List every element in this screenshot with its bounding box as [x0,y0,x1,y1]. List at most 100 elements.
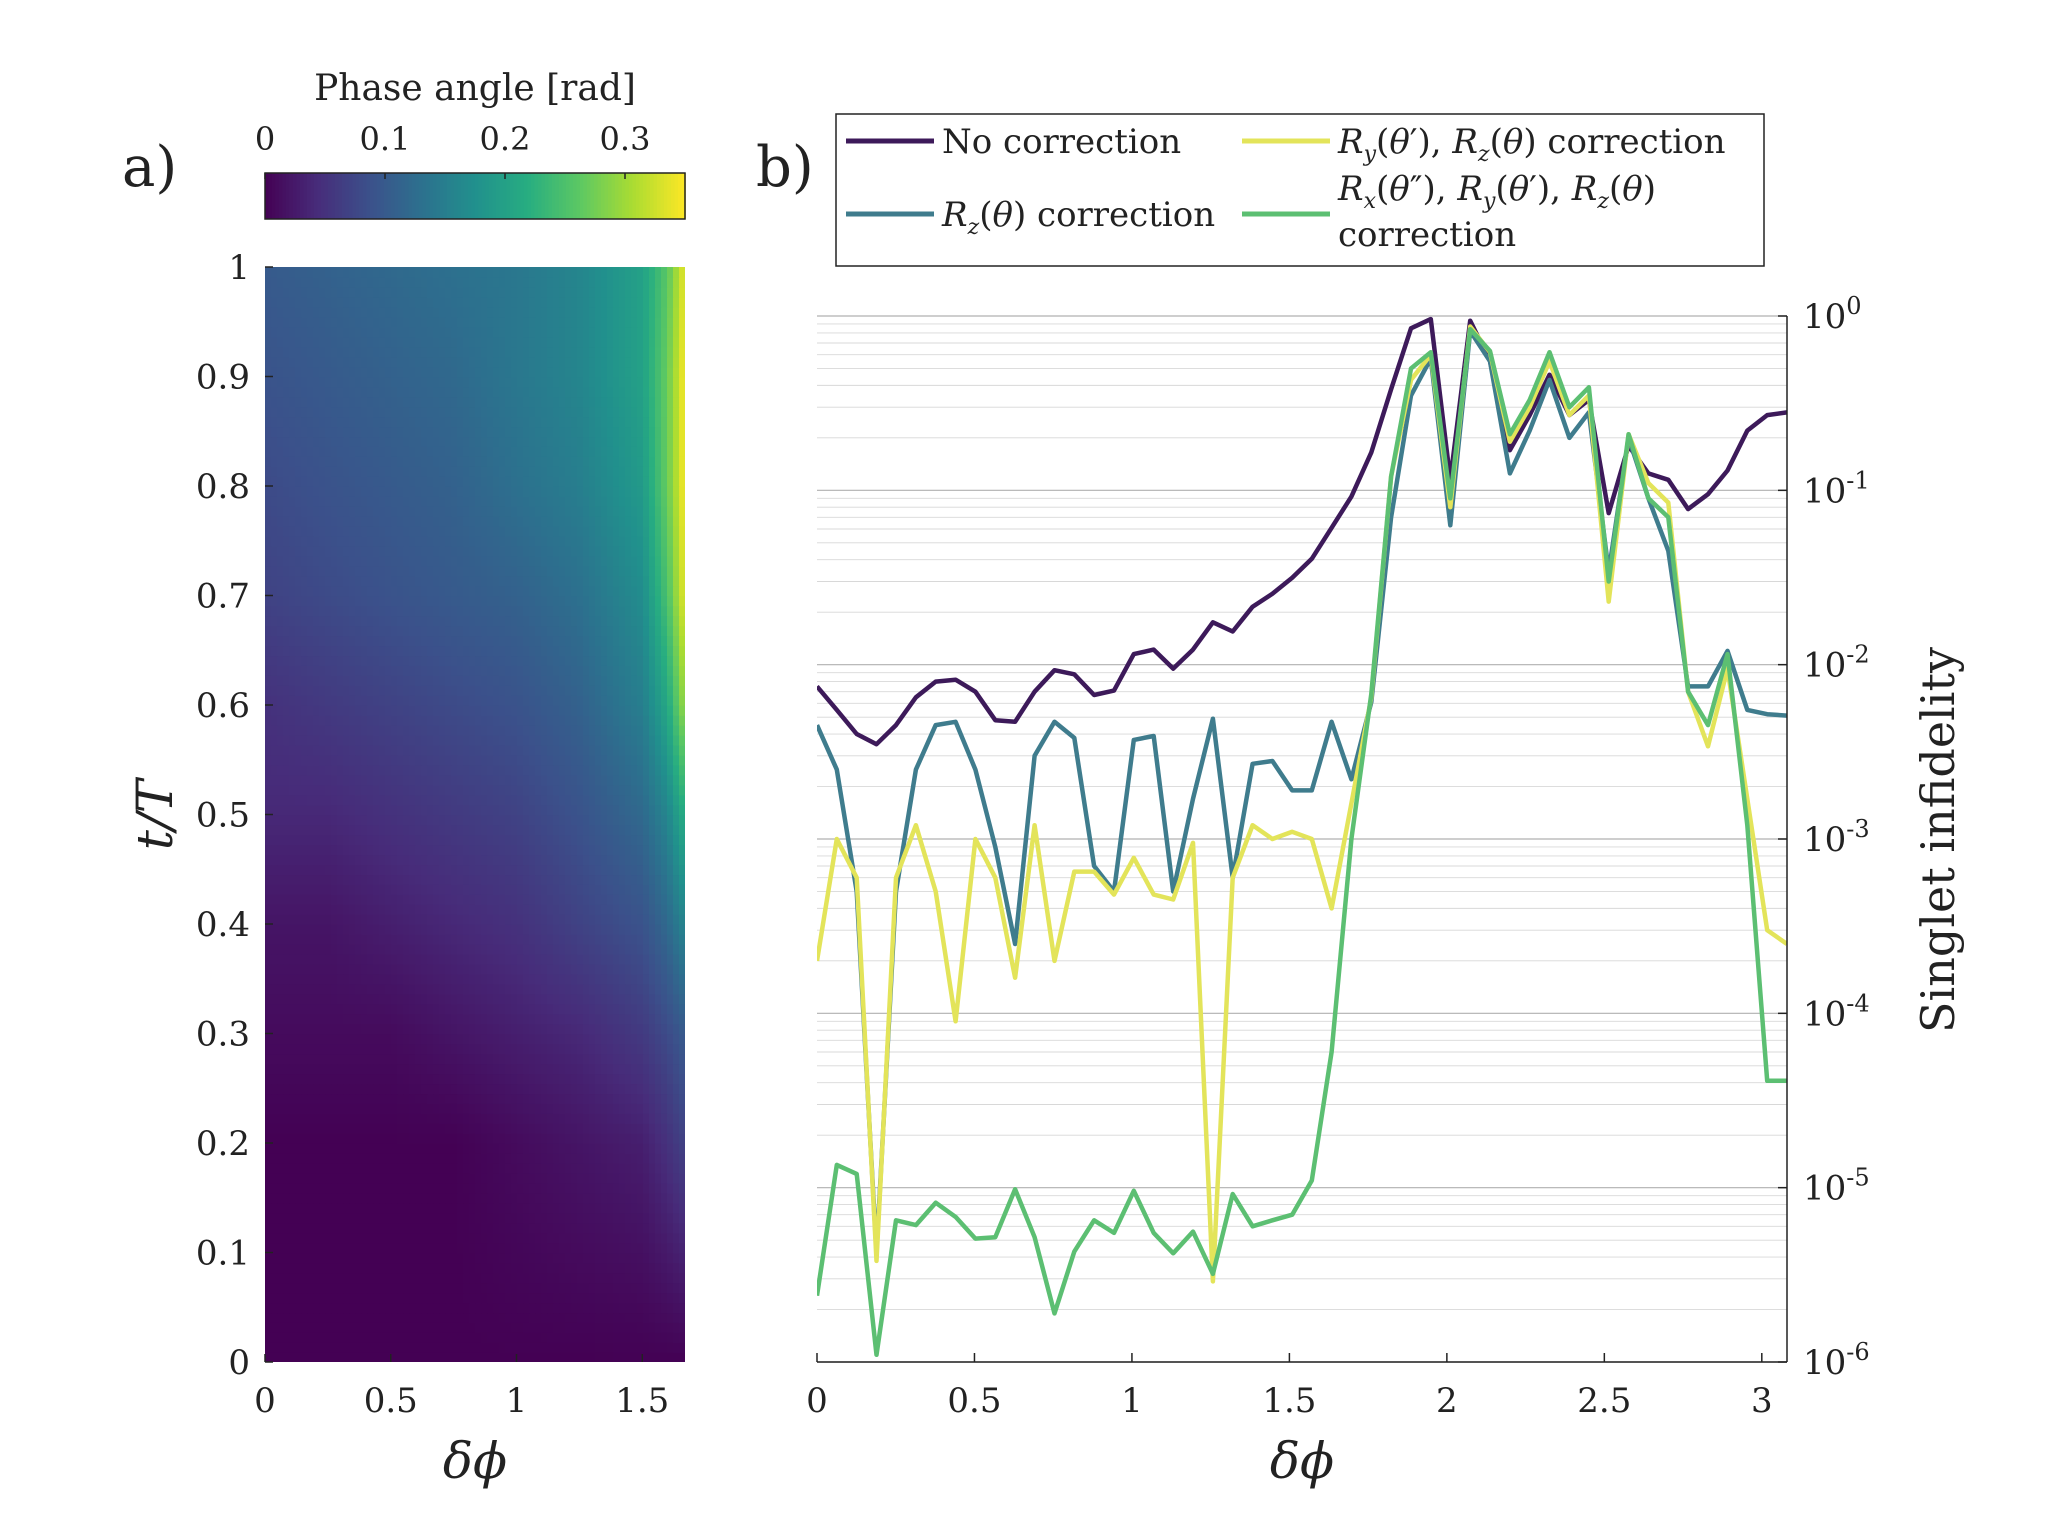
heatmap-cell [625,924,632,935]
heatmap-cell [325,714,332,726]
colorbar-segment [468,173,473,219]
heatmap-cell [493,1133,500,1144]
heatmap-cell [265,1073,272,1085]
heatmap-cell [295,904,302,915]
heatmap-cell [433,774,440,786]
heatmap-cell [373,1222,380,1234]
heatmap-cell [397,864,404,876]
heatmap-cell [505,1093,512,1104]
heatmap-cell [673,943,680,955]
heatmap-cell [283,1282,290,1294]
heatmap-cell [463,774,470,786]
heatmap-cell [391,924,398,935]
heatmap-cell [325,864,332,876]
heatmap-cell [301,864,308,876]
heatmap-cell [565,824,572,836]
heatmap-cell [367,1322,374,1333]
heatmap-cell [463,1222,470,1234]
heatmap-cell [529,1113,536,1124]
heatmap-cell [655,1043,662,1055]
heatmap-cell [319,1242,326,1254]
heatmap-cell [391,714,398,726]
heatmap-cell [481,993,488,1005]
heatmap-cell [571,854,578,866]
heatmap-cell [547,1352,554,1362]
heatmap-cell [505,1003,512,1015]
heatmap-cell [355,973,362,985]
heatmap-cell [289,1013,296,1025]
heatmap-cell [523,794,530,806]
heatmap-cell [427,804,434,816]
heatmap-cell [535,1202,542,1214]
heatmap-cell [463,894,470,905]
heatmap-cell [463,973,470,985]
heatmap-cell [325,914,332,925]
heatmap-cell [451,953,458,965]
heatmap-cell [349,1232,356,1244]
heatmap-cell [559,754,566,766]
heatmap-cell [295,924,302,935]
heatmap-cell [583,1292,590,1304]
heatmap-cell [409,854,416,866]
heatmap-cell [613,814,620,826]
heatmap-cell [601,1043,608,1055]
heatmap-cell [649,963,656,975]
heatmap-cell [355,943,362,955]
heatmap-cell [619,1143,626,1154]
heatmap-cell [457,1182,464,1194]
heatmap-cell [553,963,560,975]
heatmap-cell [667,1043,674,1055]
heatmap-cell [655,993,662,1005]
heatmap-cell [385,1262,392,1274]
heatmap-cell [625,1292,632,1304]
heatmap-cell [313,705,320,716]
colorbar-segment [447,173,452,219]
heatmap-cell [433,1023,440,1035]
heatmap-cell [517,1242,524,1254]
heatmap-cell [541,824,548,836]
heatmap-cell [481,933,488,945]
heatmap-cell [307,983,314,995]
heatmap-cell [565,1292,572,1304]
heatmap-cell [289,685,296,696]
heatmap-cell [349,774,356,786]
heatmap-cell [457,864,464,876]
heatmap-cell [289,1123,296,1134]
heatmap-cell [409,784,416,796]
heatmap-cell [367,1133,374,1144]
heatmap-cell [679,1033,685,1045]
heatmap-cell [595,1292,602,1304]
heatmap-cell [355,864,362,876]
heatmap-cell [421,784,428,796]
colorbar-segment [590,173,595,219]
heatmap-cell [355,1242,362,1254]
heatmap-cell [505,675,512,686]
heatmap-cell [409,734,416,746]
heatmap-cell [571,1053,578,1065]
heatmap-cell [343,993,350,1005]
heatmap-cell [487,774,494,786]
heatmap-cell [637,1222,644,1234]
heatmap-cell [577,1162,584,1174]
heatmap-cell [343,1133,350,1144]
heatmap-cell [301,714,308,726]
heatmap-cell [481,884,488,895]
heatmap-cell [643,1143,650,1154]
heatmap-cell [649,1292,656,1304]
heatmap-cell [379,764,386,776]
heatmap-cell [601,1063,608,1075]
heatmap-cell [319,1093,326,1104]
heatmap-cell [439,784,446,796]
heatmap-cell [625,1063,632,1075]
heatmap-cell [547,814,554,826]
heatmap-cell [313,744,320,756]
heatmap-cell [451,983,458,995]
heatmap-cell [295,1322,302,1333]
heatmap-cell [487,824,494,836]
heatmap-cell [403,864,410,876]
heatmap-cell [481,1023,488,1035]
colorbar-segment [419,173,424,219]
heatmap-cell [487,904,494,915]
heatmap-cell [517,1282,524,1294]
heatmap-cell [283,1272,290,1284]
